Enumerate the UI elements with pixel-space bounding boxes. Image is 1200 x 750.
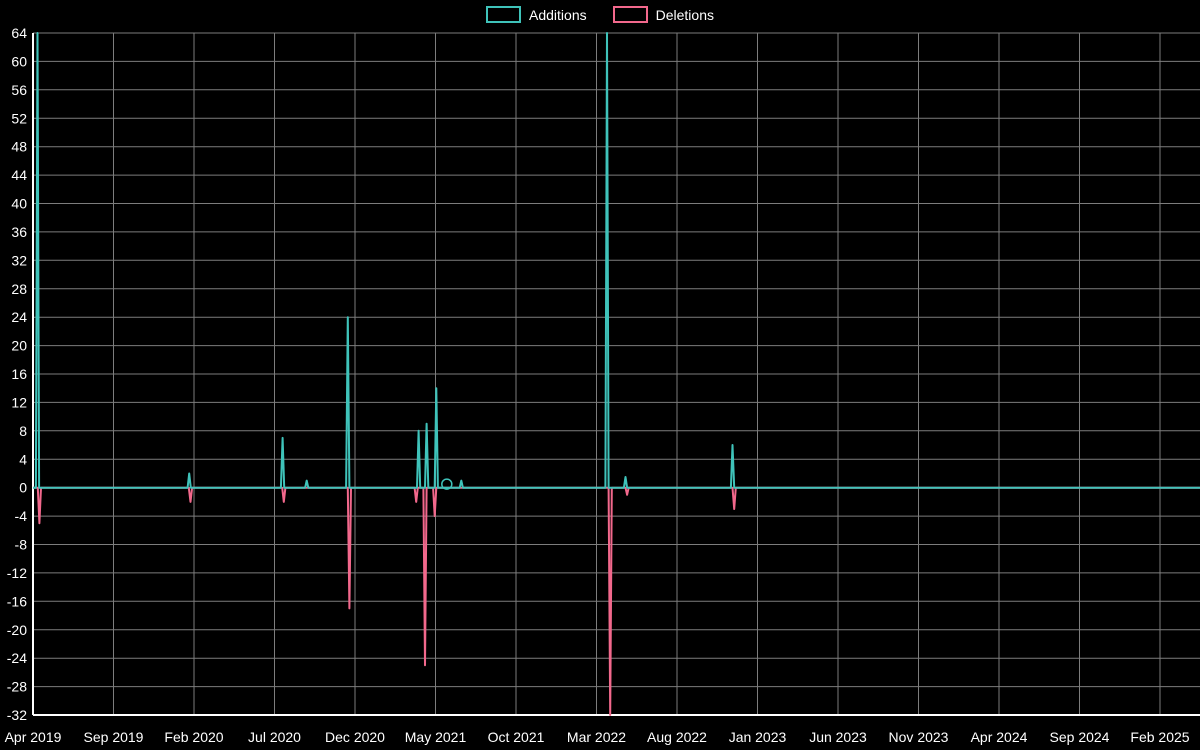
x-tick-label: Feb 2020 bbox=[164, 729, 223, 745]
y-tick-label: 32 bbox=[11, 252, 27, 268]
chart-legend: Additions Deletions bbox=[0, 6, 1200, 23]
x-tick-label: Sep 2024 bbox=[1050, 729, 1110, 745]
x-tick-label: May 2021 bbox=[405, 729, 467, 745]
y-tick-label: -32 bbox=[7, 707, 27, 723]
x-tick-label: Feb 2025 bbox=[1130, 729, 1189, 745]
legend-item-additions: Additions bbox=[486, 6, 587, 23]
y-tick-label: -12 bbox=[7, 565, 27, 581]
x-tick-label: Sep 2019 bbox=[84, 729, 144, 745]
x-tick-label: Jan 2023 bbox=[729, 729, 787, 745]
x-tick-label: Dec 2020 bbox=[325, 729, 385, 745]
y-tick-label: 0 bbox=[19, 480, 27, 496]
y-tick-label: 28 bbox=[11, 281, 27, 297]
y-tick-label: 64 bbox=[11, 25, 27, 41]
legend-item-deletions: Deletions bbox=[612, 6, 714, 23]
x-tick-label: Jul 2020 bbox=[248, 729, 301, 745]
y-tick-label: 40 bbox=[11, 196, 27, 212]
x-tick-label: Jun 2023 bbox=[809, 729, 867, 745]
x-tick-label: Oct 2021 bbox=[488, 729, 545, 745]
deletions-legend-label: Deletions bbox=[655, 6, 714, 23]
y-tick-label: -28 bbox=[7, 679, 27, 695]
additions-legend-label: Additions bbox=[529, 6, 587, 23]
x-tick-label: Aug 2022 bbox=[647, 729, 707, 745]
y-tick-label: -16 bbox=[7, 593, 27, 609]
y-tick-label: 12 bbox=[11, 394, 27, 410]
y-tick-label: -8 bbox=[15, 537, 28, 553]
y-tick-label: 60 bbox=[11, 53, 27, 69]
x-tick-label: Mar 2022 bbox=[567, 729, 626, 745]
y-tick-label: 4 bbox=[19, 451, 27, 467]
additions-line bbox=[33, 32, 1200, 489]
x-tick-label: Apr 2024 bbox=[971, 729, 1028, 745]
point-marker bbox=[441, 478, 453, 490]
additions-legend-swatch bbox=[486, 6, 522, 23]
deletions-legend-swatch bbox=[612, 6, 648, 23]
y-tick-label: 44 bbox=[11, 167, 27, 183]
x-tick-label: Nov 2023 bbox=[889, 729, 949, 745]
y-tick-label: 20 bbox=[11, 338, 27, 354]
y-tick-label: 8 bbox=[19, 423, 27, 439]
x-tick-label: Apr 2019 bbox=[5, 729, 62, 745]
y-tick-label: 52 bbox=[11, 110, 27, 126]
y-tick-label: 16 bbox=[11, 366, 27, 382]
y-tick-label: 24 bbox=[11, 309, 27, 325]
y-tick-label: 36 bbox=[11, 224, 27, 240]
y-tick-label: -24 bbox=[7, 650, 27, 666]
y-tick-label: 56 bbox=[11, 82, 27, 98]
y-tick-label: -20 bbox=[7, 622, 27, 638]
y-tick-label: -4 bbox=[15, 508, 28, 524]
y-tick-label: 48 bbox=[11, 139, 27, 155]
